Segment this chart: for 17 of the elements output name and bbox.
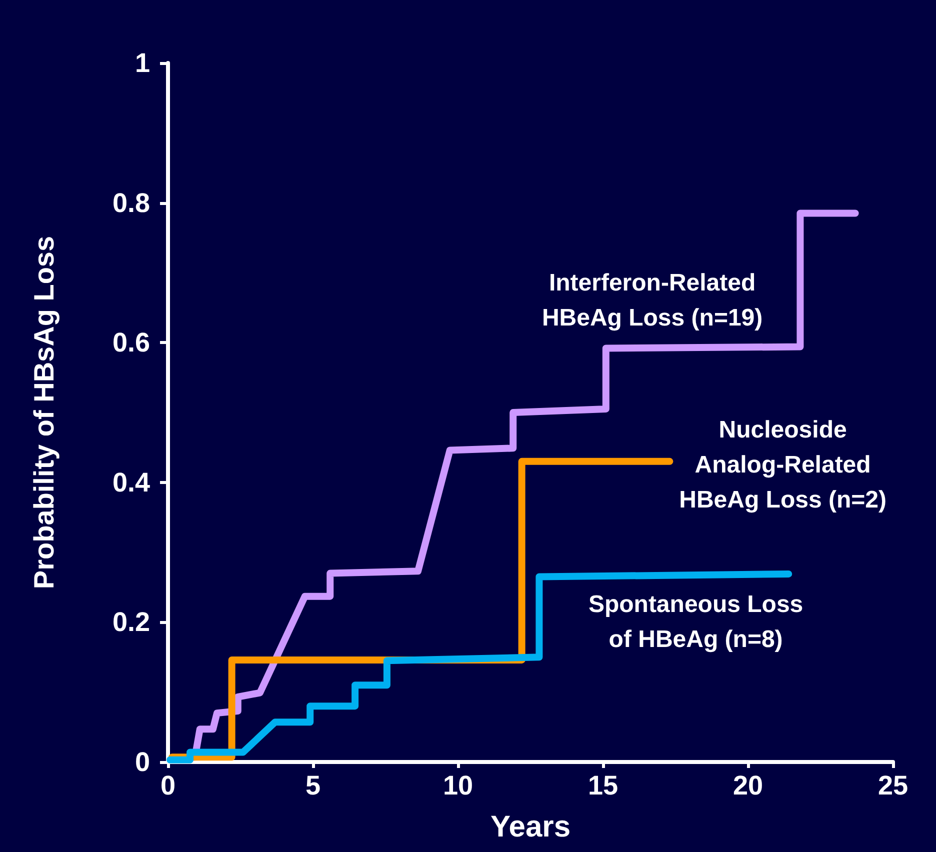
y-tick-label: 0 <box>134 747 150 777</box>
x-tick-label: 20 <box>732 770 764 800</box>
x-tick-label: 5 <box>305 770 321 800</box>
series-label: Nucleoside Analog-Related HBeAg Loss (n=2) <box>679 416 886 514</box>
series-label: Interferon-Related HBeAg Loss (n=19) <box>542 270 763 332</box>
y-tick-label: 0.8 <box>112 188 150 218</box>
x-tick-label: 10 <box>442 770 474 800</box>
y-tick-label: 1 <box>134 48 150 78</box>
y-tick-label: 0.6 <box>112 328 150 358</box>
series-label: Spontaneous Loss of HBeAg (n=8) <box>588 591 804 654</box>
y-axis-title: Probability of HBsAg Loss <box>28 236 60 590</box>
x-axis-title: Years <box>490 810 571 844</box>
x-tick-label: 15 <box>588 770 618 800</box>
y-tick-label: 0.4 <box>112 467 150 498</box>
y-tick-label: 0.2 <box>112 607 150 638</box>
x-tick-label: 25 <box>878 770 908 800</box>
x-tick-label: 0 <box>160 770 176 800</box>
